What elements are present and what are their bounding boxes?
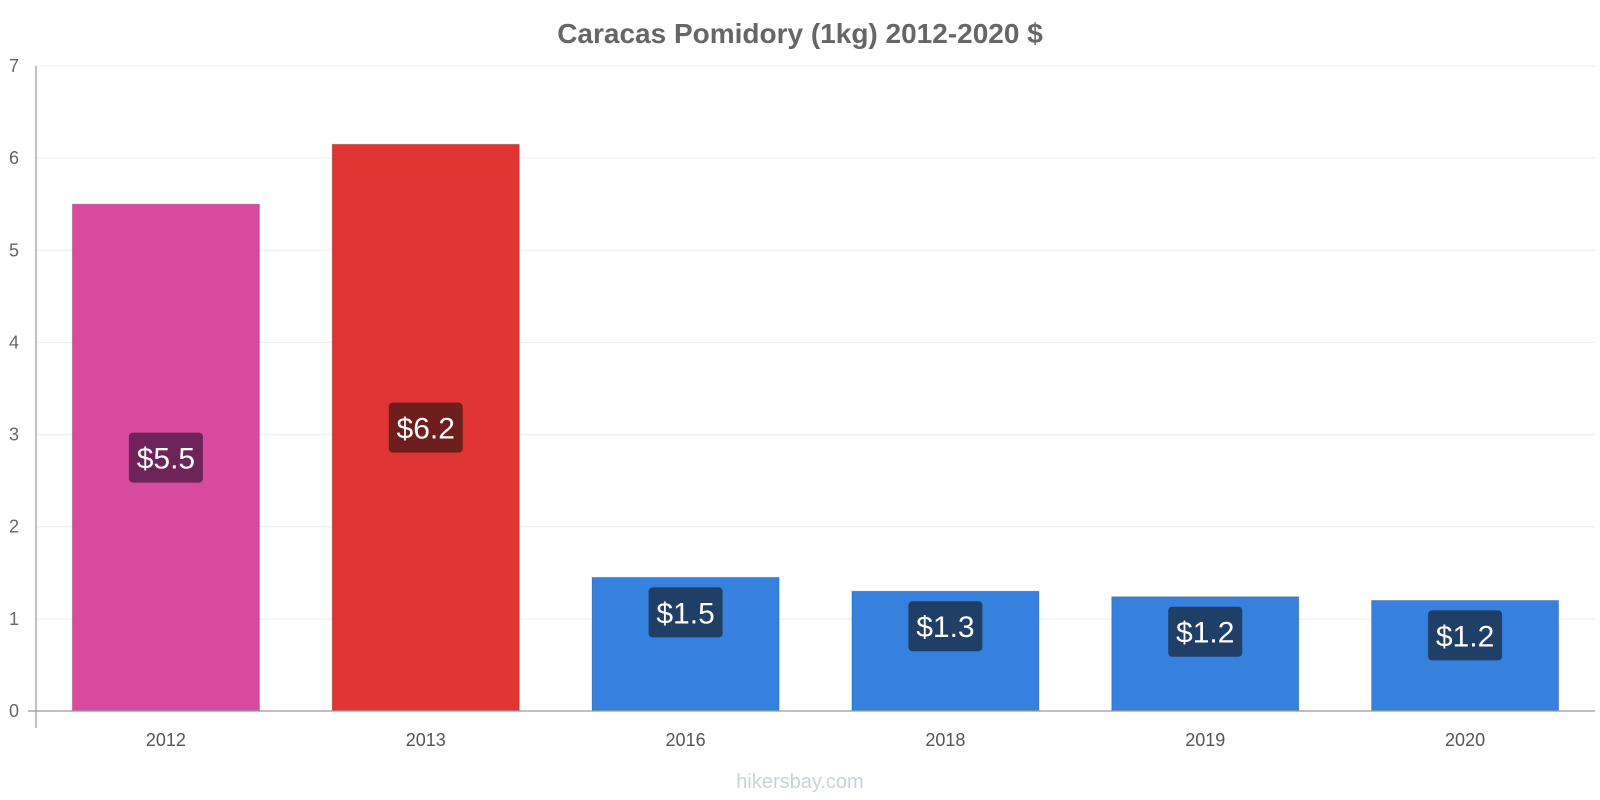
- data-label: $1.2: [1176, 617, 1234, 650]
- x-tick-label: 2013: [406, 730, 446, 750]
- y-tick-label: 1: [9, 609, 19, 629]
- data-labels: $5.5 $6.2 $1.5 $1.3 $1.2 $1.2: [128, 402, 1503, 661]
- x-tick-label: 2019: [1185, 730, 1225, 750]
- data-label-box: [908, 601, 983, 652]
- y-tick-label: 3: [9, 425, 19, 445]
- data-label-box: [1168, 606, 1243, 657]
- y-tick-label: 6: [9, 148, 19, 168]
- x-tick-label: 2018: [925, 730, 965, 750]
- x-tick-label: 2016: [666, 730, 706, 750]
- data-label-box: [388, 402, 463, 453]
- data-label: $1.2: [1436, 620, 1494, 653]
- data-label: $1.5: [656, 597, 714, 630]
- bars: [71, 143, 1560, 712]
- y-tick-label: 2: [9, 517, 19, 537]
- y-tick-label: 7: [9, 56, 19, 76]
- y-tick-label: 4: [9, 332, 19, 352]
- data-label: $6.2: [397, 413, 455, 446]
- watermark: hikersbay.com: [736, 771, 863, 793]
- x-tick-label: 2020: [1445, 730, 1485, 750]
- data-label-box: [128, 432, 203, 483]
- data-label: $1.3: [916, 611, 974, 644]
- data-label-box: [1428, 610, 1503, 661]
- x-tick-label: 2012: [146, 730, 186, 750]
- chart-title: Caracas Pomidory (1kg) 2012-2020 $: [557, 18, 1043, 49]
- y-tick-label: 0: [9, 701, 19, 721]
- grid-lines: [36, 65, 1595, 620]
- data-label-box: [648, 587, 723, 638]
- y-tick-label: 5: [9, 240, 19, 260]
- x-axis-ticks: 2012 2013 2016 2018 2019 2020: [146, 730, 1485, 750]
- data-label: $5.5: [137, 443, 195, 476]
- y-axis-ticks: 0 1 2 3 4 5 6 7: [9, 56, 19, 721]
